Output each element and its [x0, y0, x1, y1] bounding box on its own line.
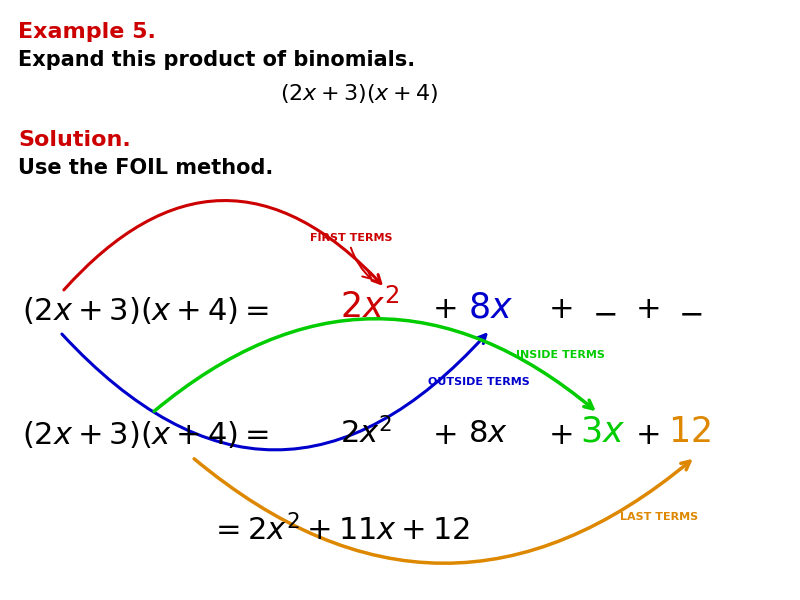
Text: $2x^2$: $2x^2$ [340, 289, 399, 325]
Text: $+$: $+$ [432, 295, 456, 325]
Text: Expand this product of binomials.: Expand this product of binomials. [18, 50, 415, 70]
Text: Example 5.: Example 5. [18, 22, 156, 42]
Text: $8x$: $8x$ [468, 291, 513, 325]
Text: $8x$: $8x$ [468, 419, 508, 448]
Text: INSIDE TERMS: INSIDE TERMS [516, 350, 605, 360]
Text: $(2x + 3)(x + 4)$: $(2x + 3)(x + 4)$ [280, 82, 438, 105]
Text: $3x$: $3x$ [580, 415, 625, 449]
Text: $(2x+3)(x+4)=$: $(2x+3)(x+4)=$ [22, 295, 269, 325]
Text: $(2x+3)(x+4)=$: $(2x+3)(x+4)=$ [22, 419, 269, 451]
Text: $-$: $-$ [678, 299, 702, 329]
Text: $2x^2$: $2x^2$ [340, 417, 392, 449]
Text: LAST TERMS: LAST TERMS [620, 512, 698, 522]
Text: FIRST TERMS: FIRST TERMS [310, 233, 393, 243]
Text: OUTSIDE TERMS: OUTSIDE TERMS [428, 377, 530, 387]
Text: $+$: $+$ [635, 421, 659, 449]
Text: $+$: $+$ [548, 295, 572, 325]
Text: Use the FOIL method.: Use the FOIL method. [18, 158, 274, 178]
Text: Solution.: Solution. [18, 130, 130, 150]
Text: $= 2x^2 + 11x + 12$: $= 2x^2 + 11x + 12$ [210, 514, 470, 546]
Text: $+$: $+$ [548, 421, 572, 449]
Text: $-$: $-$ [592, 299, 616, 329]
Text: $12$: $12$ [668, 415, 710, 449]
Text: $+$: $+$ [432, 421, 456, 449]
Text: $+$: $+$ [635, 295, 659, 325]
